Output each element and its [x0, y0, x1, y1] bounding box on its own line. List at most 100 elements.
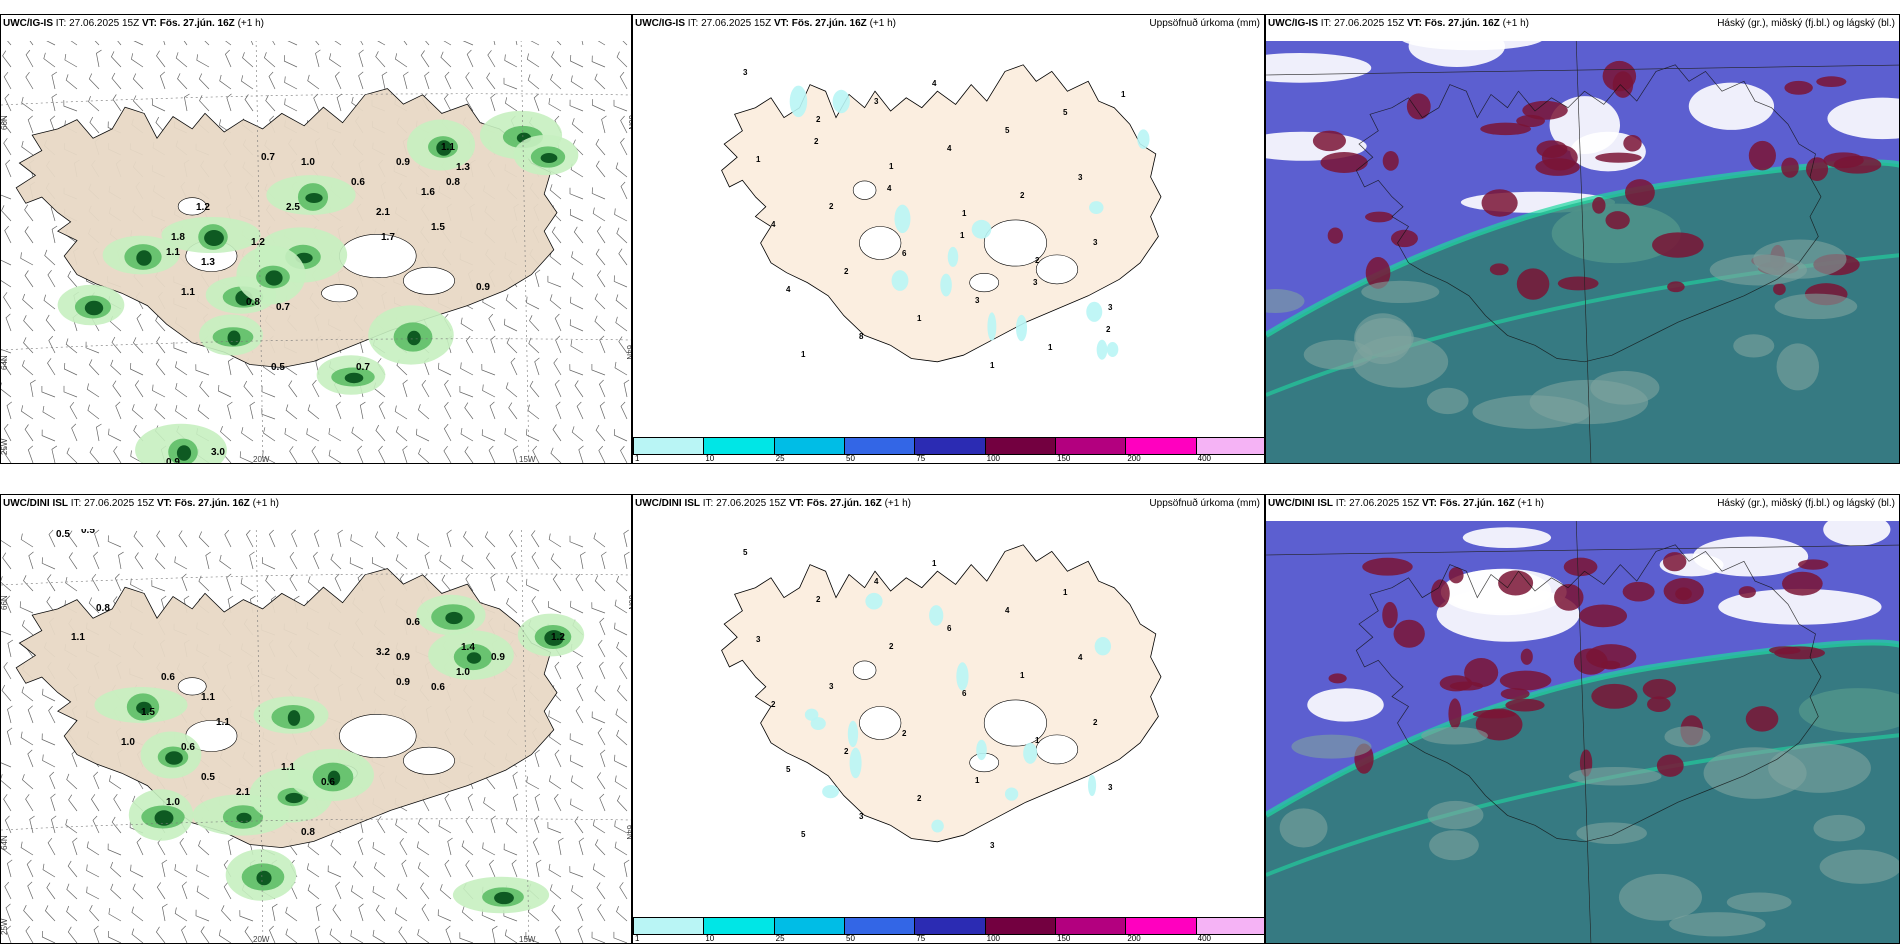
wind-barb	[174, 907, 188, 922]
high-cloud-area	[1623, 134, 1642, 152]
wind-barb	[511, 859, 518, 878]
wind-barb	[488, 859, 496, 878]
wind-barb	[89, 116, 100, 134]
wind-barb	[552, 424, 562, 442]
high-cloud-area	[1768, 646, 1801, 655]
wind-barb	[23, 575, 34, 592]
wind-barb	[570, 75, 584, 90]
wind-barb	[174, 864, 188, 878]
wind-barb	[27, 749, 34, 768]
wind-barb	[549, 294, 562, 310]
precip-value: 3	[859, 812, 864, 821]
wind-barb	[549, 731, 562, 746]
wind-barb	[438, 819, 452, 834]
wind-barb	[591, 55, 606, 68]
glacier	[339, 234, 417, 279]
wind-barb	[620, 115, 628, 134]
wind-barb	[134, 552, 144, 570]
precip-value: 2	[844, 267, 849, 276]
wind-barb	[154, 553, 166, 570]
wind-barb	[289, 551, 298, 570]
wind-barb	[218, 929, 232, 943]
graticule	[1, 35, 631, 463]
precip-areas	[94, 594, 585, 914]
wind-barb	[107, 843, 122, 856]
wind-barb	[179, 35, 188, 46]
precip-value: 0.5	[56, 529, 70, 540]
cloud-title: Háský (gr.), miðský (fj.bl.) og lágský (…	[1717, 498, 1895, 509]
wind-barb	[553, 358, 562, 376]
precip-area	[305, 192, 323, 204]
wind-barb	[599, 617, 606, 636]
low-cloud-area	[1726, 892, 1792, 913]
wind-barb	[21, 686, 34, 702]
precip-value: 2	[917, 794, 922, 803]
precip-value: 3	[1108, 783, 1113, 792]
low-cloud-area	[1576, 822, 1647, 845]
wind-barb	[447, 837, 453, 856]
wind-barb	[66, 905, 78, 922]
wind-barb	[569, 364, 584, 376]
grid-label: 66N	[627, 595, 632, 610]
wind-barb	[131, 404, 144, 420]
precip-colorbar: 1 10 25 50 75 100 150 200 400	[633, 435, 1264, 463]
wind-barb	[614, 599, 628, 614]
precip-value: 0.9	[396, 652, 410, 663]
precip-title: Uppsöfnuð úrkoma (mm)	[1149, 498, 1260, 509]
wind-barb	[420, 882, 430, 900]
colorbar-tick: 1	[635, 454, 640, 463]
wind-barb	[616, 641, 628, 658]
precip-area	[894, 204, 911, 234]
precip-value: 8	[859, 332, 864, 341]
wind-barb	[551, 904, 562, 922]
precip-value: 0.9	[166, 457, 180, 464]
wind-barb	[6, 727, 13, 746]
glacier	[859, 226, 902, 260]
precip-value: 0.9	[476, 282, 490, 293]
wind-barb	[27, 445, 34, 463]
wind-barb	[439, 884, 452, 900]
precip-value: 1	[932, 559, 937, 568]
wind-barb	[1, 194, 12, 200]
precip-title: Uppsöfnuð úrkoma (mm)	[1149, 18, 1260, 29]
wind-barb	[577, 925, 584, 943]
longitude-line	[520, 35, 530, 463]
wind-barb	[569, 208, 584, 222]
clear-sky-area	[1462, 527, 1552, 549]
wind-barb	[591, 99, 606, 112]
wind-barb	[115, 401, 122, 420]
wind-barb	[616, 575, 628, 592]
wind-barb	[465, 815, 474, 834]
latitude-line	[1, 573, 631, 586]
high-cloud-area	[1784, 80, 1813, 95]
low-cloud-area	[1354, 313, 1412, 365]
wind-barb	[156, 882, 166, 900]
wind-barb	[27, 881, 34, 900]
wind-barb	[613, 429, 628, 442]
panel-header: UWC/DINI ISL IT: 27.06.2025 15Z VT: Fös.…	[633, 495, 1264, 521]
wind-barb	[47, 837, 56, 856]
wind-barb	[574, 380, 584, 398]
precip-area	[544, 630, 564, 646]
wind-barb	[591, 931, 606, 943]
glaciers	[177, 197, 455, 303]
wind-barb	[506, 575, 518, 592]
wind-barb	[483, 797, 496, 812]
precip-value: 1.1	[181, 287, 195, 298]
panel-header: UWC/IG-IS IT: 27.06.2025 15Z VT: Fös. 27…	[633, 15, 1264, 41]
wind-barb	[571, 885, 584, 900]
latitude-line	[1266, 64, 1899, 76]
wind-barb	[196, 864, 210, 878]
wind-barb	[616, 905, 628, 922]
wind-barb	[578, 837, 585, 856]
wind-barb	[466, 49, 474, 68]
longitude-line	[1575, 35, 1592, 463]
wind-barb	[86, 864, 100, 878]
wind-barb	[307, 404, 320, 420]
low-cloud-area	[1279, 808, 1328, 848]
wind-barb	[177, 73, 188, 90]
wind-barb	[619, 71, 628, 90]
glacier	[339, 714, 417, 759]
wind-barb	[464, 446, 474, 463]
glacier	[177, 677, 207, 696]
